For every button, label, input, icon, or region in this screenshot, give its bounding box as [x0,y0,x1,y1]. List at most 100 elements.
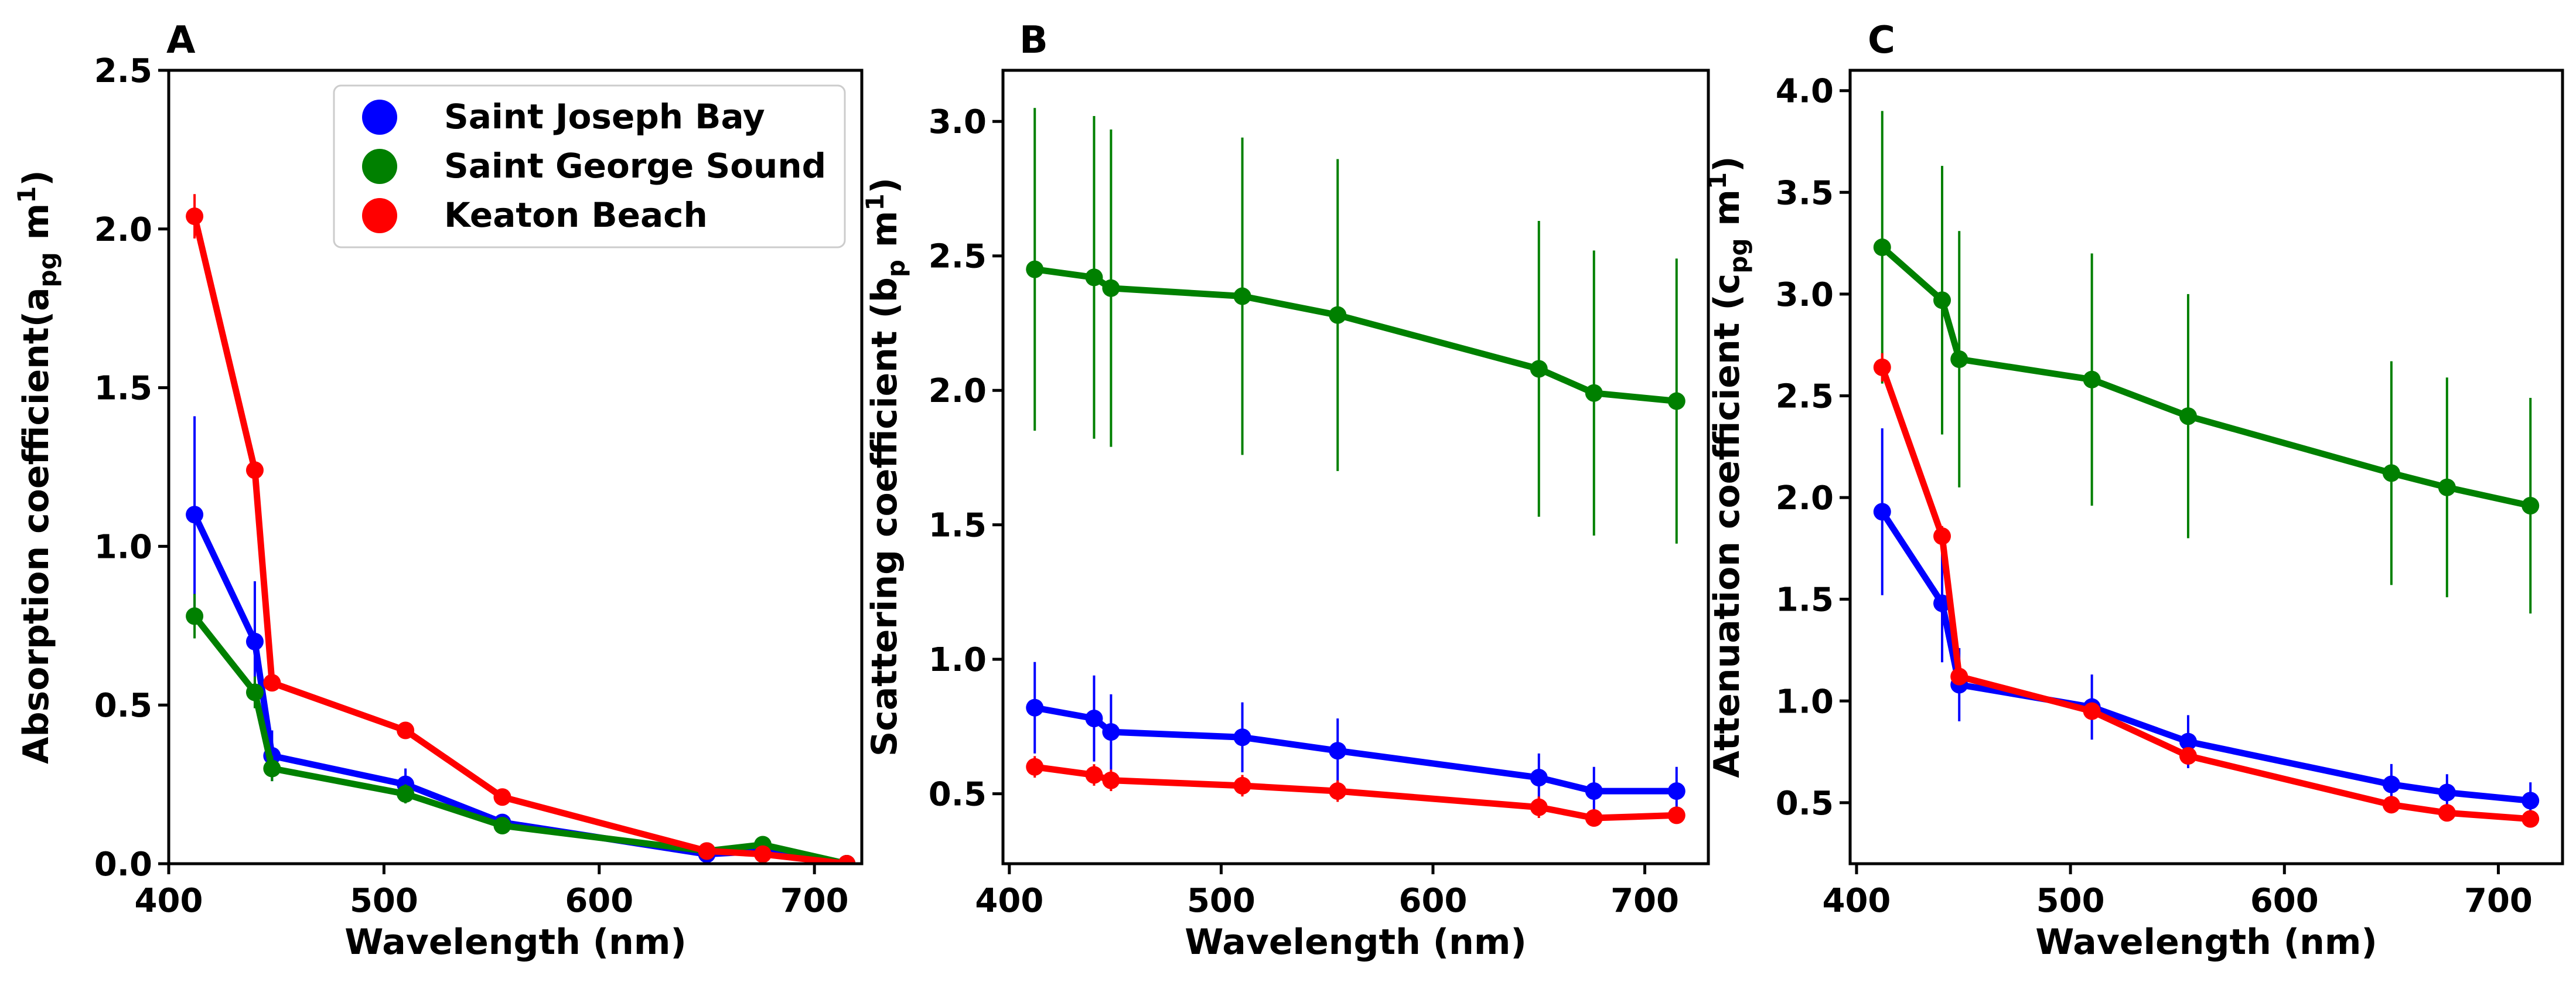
panel-a-saint-george-sound-point-412 [186,607,204,625]
panel-a-keaton-beach-point-555 [493,788,511,806]
panel-a-keaton-beach-point-510 [397,721,415,739]
legend-label-keaton-beach: Keaton Beach [444,195,708,235]
panel-c-xtick-label-700: 700 [2464,882,2533,920]
panel-a-saint-joseph-bay-point-412 [186,506,204,524]
panel-b-saint-george-sound-point-650 [1530,360,1548,378]
panel-b-xtick-label-400: 400 [975,882,1043,920]
panel-a-ticks: 400 500 600 700 0.0 0.5 1.0 1.5 2.0 2.5 [94,52,849,920]
panel-c-saint-joseph-bay-line [1879,508,2534,804]
panel-a-saint-george-sound-point-555 [493,817,511,835]
panel-c: C 400 500 600 700 0.5 1.0 1.5 2.0 2.5 3.0 3.5 4.0 W… [1703,19,2564,963]
panel-b-xtick-label-600: 600 [1399,882,1468,920]
panel-c-ylabel: Attenuation coefficient (cpg m1) [1703,156,1753,778]
panel-c-xtick-label-500: 500 [2036,882,2105,920]
panel-a-ytick-label-1: 0.5 [94,687,152,725]
panel-a-frame [167,69,864,865]
panel-b-saint-george-sound-point-676 [1585,384,1603,402]
panel-b-ytick-label-1: 1.0 [929,641,987,679]
panel-a-saint-george-sound-line [191,613,850,864]
panel-c-saint-george-sound-point-412 [1873,238,1891,257]
panel-c-saint-joseph-bay-point-650 [2382,775,2400,793]
panel-c-keaton-beach-point-412 [1873,358,1891,376]
panel-b-saint-joseph-bay-point-412 [1026,698,1044,717]
panel-c-label: C [1868,19,1895,62]
panel-b-saint-joseph-bay-point-440 [1085,710,1103,728]
panel-b-ylabel: Scattering coefficient (bp m1) [861,178,910,756]
panel-b-xlabel: Wavelength (nm) [1185,922,1527,963]
panel-b-keaton-beach-point-555 [1329,782,1347,800]
panel-a-ytick-label-4: 2.0 [94,211,152,249]
legend-marker-saint-george-sound [362,149,397,184]
panel-c-ytick-label-6: 3.5 [1776,174,1834,212]
panel-a-ytick-label-5: 2.5 [94,52,152,90]
panel-b-saint-joseph-bay-point-650 [1530,769,1548,787]
panel-a-xtick-label-600: 600 [565,882,633,920]
panel-a-xlabel: Wavelength (nm) [344,922,687,963]
panel-a-ytick-label-2: 1.0 [94,528,152,566]
panel-b-saint-joseph-bay-point-510 [1233,728,1251,747]
panel-a-saint-joseph-bay-point-440 [245,632,264,650]
panel-b-ytick-label-4: 2.5 [929,238,987,276]
panel-c-keaton-beach-point-715 [2522,810,2540,828]
panel-a-keaton-beach-point-650 [698,842,716,860]
panel-b-ytick-label-0: 0.5 [929,776,987,814]
panel-c-keaton-beach-point-555 [2179,747,2197,765]
panel-c-ytick-label-0: 0.5 [1776,785,1834,823]
panel-b-ytick-label-2: 1.5 [929,507,987,545]
panel-a-keaton-beach-point-715 [838,855,856,864]
panel-b-xtick-label-700: 700 [1611,882,1679,920]
legend-marker-keaton-beach [362,198,397,233]
panel-b-ytick-label-3: 2.0 [929,372,987,410]
panel-b-ytick-label-5: 3.0 [929,103,987,141]
panel-c-frame [1848,69,2564,865]
panel-b-saint-george-sound-point-510 [1233,287,1251,305]
panel-b-keaton-beach-point-412 [1026,758,1044,776]
panel-a-xtick-label-500: 500 [350,882,418,920]
panel-c-ticks: 400 500 600 700 0.5 1.0 1.5 2.0 2.5 3.0 3.5 4.0 [1776,73,2533,920]
panel-c-keaton-beach-point-676 [2438,804,2456,822]
panel-b-saint-george-sound-point-448 [1102,279,1120,297]
panel-a-keaton-beach-point-676 [754,845,772,863]
panel-b-marks [1026,108,1686,827]
panel-a-marks [186,194,856,864]
panel-a-keaton-beach-line [191,213,850,864]
panel-a-keaton-beach-point-448 [263,674,281,692]
panel-c-keaton-beach-point-510 [2083,702,2101,720]
legend-label-saint-joseph-bay: Saint Joseph Bay [444,97,765,137]
panel-a-saint-george-sound-point-510 [397,785,415,803]
panel-b-saint-george-sound-point-412 [1026,260,1044,278]
panel-b-saint-joseph-bay-point-555 [1329,742,1347,760]
legend-frame [333,84,846,248]
panel-c-marks [1873,111,2540,828]
panel-c-saint-joseph-bay-point-412 [1873,503,1891,521]
panel-a-keaton-beach-point-440 [245,461,264,479]
panel-b-saint-george-sound-point-555 [1329,306,1347,324]
panel-c-ytick-label-1: 1.0 [1776,683,1834,721]
panel-b-saint-george-sound-point-440 [1085,268,1103,287]
panel-a: A 400 500 600 700 0.0 0.5 1.0 1.5 2.0 2.5 Wavelen… [12,19,864,963]
panel-b-saint-george-sound-point-715 [1667,392,1686,410]
panel-c-ytick-label-4: 2.5 [1776,377,1834,415]
panel-a-label: A [166,19,196,62]
panel-a-ytick-label-3: 1.5 [94,370,152,408]
panel-b-keaton-beach-point-448 [1102,771,1120,789]
panel-a-saint-george-sound-point-440 [245,683,264,701]
panel-b-keaton-beach-point-440 [1085,766,1103,784]
panel-c-saint-george-sound-point-555 [2179,407,2197,425]
panel-b-saint-joseph-bay-point-715 [1667,782,1686,800]
panel-c-saint-joseph-bay-point-676 [2438,783,2456,802]
panel-c-saint-george-sound-line [1879,244,2534,509]
legend-label-saint-george-sound: Saint George Sound [444,146,826,186]
panel-b-ticks: 400 500 600 700 0.5 1.0 1.5 2.0 2.5 3.0 [929,103,1679,920]
panel-b-frame [1001,69,1710,865]
panel-b-saint-joseph-bay-point-676 [1585,782,1603,800]
panel-b: B 400 500 600 700 0.5 1.0 1.5 2.0 2.5 3.0 Wavelen… [861,19,1710,963]
panel-a-xtick-label-400: 400 [135,882,203,920]
legend: Saint Joseph Bay Saint George Sound Keat… [333,84,846,248]
panel-c-xtick-label-400: 400 [1823,882,1891,920]
panel-c-ytick-label-3: 2.0 [1776,479,1834,517]
panel-b-keaton-beach-point-676 [1585,809,1603,827]
panel-a-saint-george-sound-point-448 [263,759,281,778]
panel-b-keaton-beach-point-650 [1530,798,1548,816]
panel-b-saint-joseph-bay-point-448 [1102,723,1120,741]
